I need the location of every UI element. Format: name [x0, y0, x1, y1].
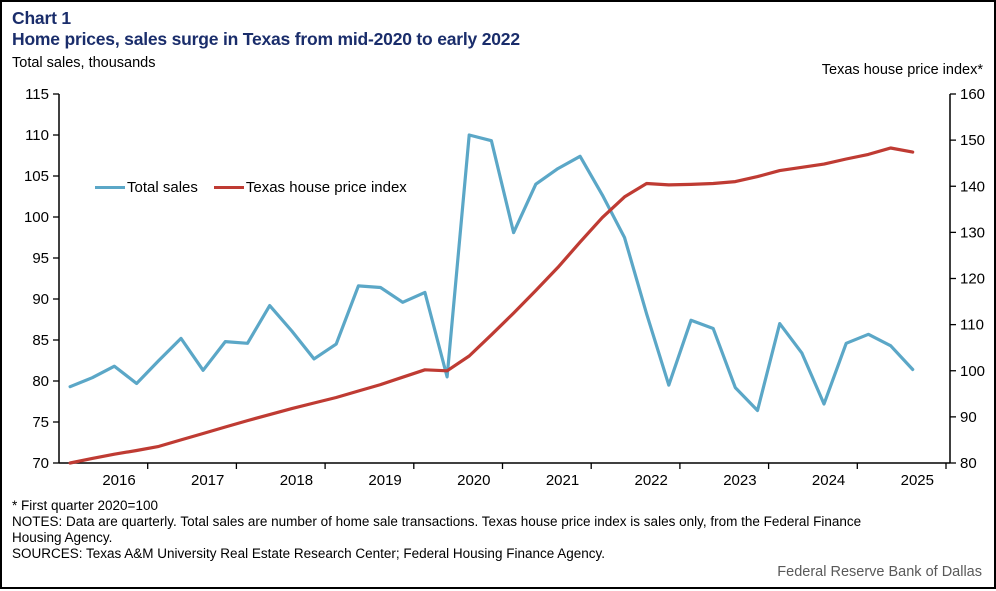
x-axis-tick-label: 2025 — [901, 472, 934, 489]
x-axis-tick-label: 2022 — [635, 472, 668, 489]
legend-label-total-sales: Total sales — [127, 179, 198, 196]
total-sales-line-swatch — [95, 185, 125, 190]
y-axis-right-tick-label: 140 — [960, 178, 985, 195]
footnotes: * First quarter 2020=100 NOTES: Data are… — [12, 498, 987, 562]
x-axis-tick-label: 2018 — [280, 472, 313, 489]
y-axis-left-tick-label: 75 — [32, 414, 49, 431]
notes: NOTES: Data are quarterly. Total sales a… — [12, 514, 862, 545]
chart-header: Chart 1 Home prices, sales surge in Texa… — [12, 8, 520, 50]
x-axis-tick-label: 2020 — [457, 472, 490, 489]
legend: Total sales Texas house price index — [95, 179, 407, 196]
hpi-line — [68, 146, 915, 465]
y-axis-left-tick-label: 85 — [32, 332, 49, 349]
footnote-base-year: * First quarter 2020=100 — [12, 498, 158, 513]
y-axis-right-tick-label: 100 — [960, 363, 985, 380]
y-axis-right-tick-label: 160 — [960, 86, 985, 103]
right-axis-title: Texas house price index* — [821, 62, 983, 78]
y-axis-left-tick-label: 80 — [32, 373, 49, 390]
x-axis-tick-label: 2019 — [368, 472, 401, 489]
y-axis-right-tick-label: 120 — [960, 271, 985, 288]
y-axis-right-tick-label: 80 — [960, 455, 977, 472]
x-axis-tick-label: 2016 — [102, 472, 135, 489]
y-axis-left-tick-label: 115 — [25, 86, 49, 103]
y-axis-left-tick-label: 95 — [32, 250, 49, 267]
y-axis-right-tick-label: 150 — [960, 132, 985, 149]
attribution: Federal Reserve Bank of Dallas — [777, 564, 982, 580]
y-axis-right-tick-label: 110 — [960, 317, 984, 334]
hpi-line-swatch — [213, 185, 244, 190]
chart-number: Chart 1 — [12, 8, 71, 28]
y-axis-left-tick-label: 90 — [32, 291, 49, 308]
y-axis-right-tick-label: 90 — [960, 409, 977, 426]
x-axis-tick-label: 2017 — [191, 472, 224, 489]
x-axis-tick-label: 2021 — [546, 472, 579, 489]
sources: SOURCES: Texas A&M University Real Estat… — [12, 546, 606, 561]
chart-title: Home prices, sales surge in Texas from m… — [12, 29, 520, 49]
legend-label-hpi: Texas house price index — [245, 179, 407, 196]
y-axis-left-tick-label: 70 — [32, 455, 49, 472]
x-axis-tick-label: 2024 — [812, 472, 845, 489]
total-sales-line — [68, 133, 915, 413]
y-axis-left-tick-label: 105 — [24, 168, 49, 185]
y-axis-left-tick-label: 100 — [24, 209, 49, 226]
left-axis-title: Total sales, thousands — [12, 55, 156, 71]
y-axis-left-tick-label: 110 — [25, 127, 49, 144]
y-axis-right-tick-label: 130 — [960, 224, 985, 241]
x-axis-tick-label: 2023 — [723, 472, 756, 489]
